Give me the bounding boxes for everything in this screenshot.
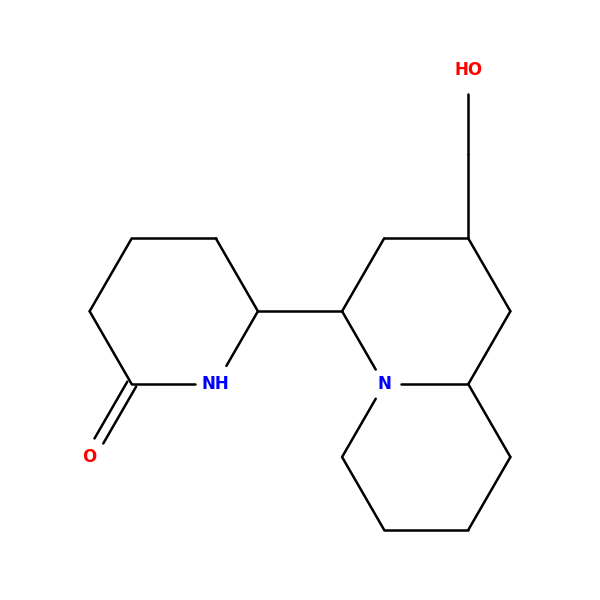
- Text: NH: NH: [202, 375, 230, 393]
- Text: N: N: [377, 375, 391, 393]
- Text: HO: HO: [454, 61, 482, 79]
- Text: O: O: [82, 448, 97, 466]
